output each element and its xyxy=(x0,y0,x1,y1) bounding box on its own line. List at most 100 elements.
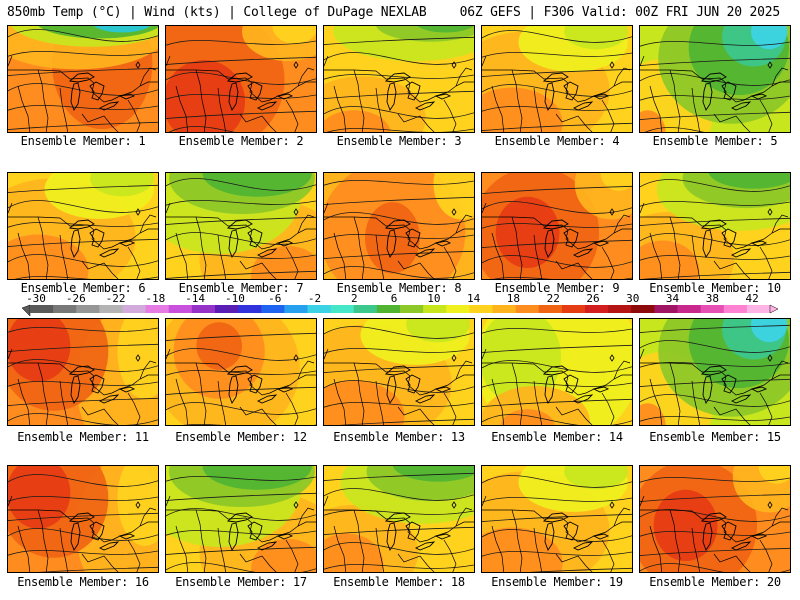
colorbar-min-arrow-icon xyxy=(21,304,31,317)
great-lake-outline xyxy=(256,394,278,404)
ensemble-panel xyxy=(323,465,475,573)
ensemble-member-label: Ensemble Member: 8 xyxy=(336,281,462,295)
height-contour-line xyxy=(166,402,316,415)
height-contour-line xyxy=(338,418,474,425)
height-contour-line xyxy=(324,196,474,205)
political-border xyxy=(640,55,681,132)
temperature-contour-band xyxy=(653,489,718,562)
height-contour-line xyxy=(166,56,316,65)
height-contour-line xyxy=(166,253,316,260)
political-border xyxy=(533,527,593,572)
temperature-contour-band xyxy=(708,173,790,189)
political-border xyxy=(127,360,157,425)
great-lake-outline xyxy=(542,219,569,230)
great-lake-outline xyxy=(89,374,105,394)
great-lake-outline xyxy=(542,72,569,83)
height-contour-line xyxy=(166,232,316,245)
height-contour-line xyxy=(482,398,632,407)
great-lake-outline xyxy=(89,81,105,101)
ensemble-panel xyxy=(639,25,791,133)
political-border xyxy=(166,495,207,572)
height-contour-line xyxy=(640,179,790,192)
height-contour-line xyxy=(324,52,474,65)
colorbar-swatch xyxy=(122,305,147,313)
great-lake-outline xyxy=(700,72,727,83)
great-lake-outline xyxy=(414,541,436,551)
great-lake-outline xyxy=(386,522,397,551)
political-border xyxy=(127,67,157,132)
height-contour-line xyxy=(482,30,632,43)
temperature-contour-band xyxy=(90,173,154,197)
great-lake-outline xyxy=(434,93,452,100)
height-contour-line xyxy=(482,475,632,488)
height-contour-line xyxy=(37,566,158,572)
ensemble-panel xyxy=(639,318,791,426)
great-lake-outline xyxy=(276,533,294,540)
political-border xyxy=(482,509,632,543)
political-border xyxy=(533,234,593,279)
great-lake-outline xyxy=(98,248,120,258)
ensemble-member-label: Ensemble Member: 4 xyxy=(494,134,620,148)
temperature-map xyxy=(640,26,790,132)
height-contour-line xyxy=(324,488,474,501)
station-marker-icon xyxy=(609,61,615,69)
colorbar-scale xyxy=(21,304,779,317)
height-contour-line xyxy=(324,233,474,240)
station-marker-icon xyxy=(767,208,773,216)
colorbar-swatch xyxy=(538,305,563,313)
colorbar-swatch xyxy=(30,305,54,313)
chart-title: 850mb Temp (°C) | Wind (kts) | College o… xyxy=(7,5,427,20)
ensemble-panel xyxy=(165,172,317,280)
temperature-contour-band xyxy=(8,466,71,529)
political-border xyxy=(59,380,119,425)
colorbar-tick-label: -6 xyxy=(268,292,282,305)
ensemble-member-label: Ensemble Member: 5 xyxy=(652,134,778,148)
temperature-map xyxy=(482,466,632,572)
height-contour-line xyxy=(8,50,158,57)
height-contour-line xyxy=(8,67,158,76)
colorbar-tick-label: 38 xyxy=(705,292,719,305)
great-lake-outline xyxy=(750,93,768,100)
height-contour-line xyxy=(640,361,790,368)
temperature-contour-band xyxy=(93,26,151,33)
height-contour-line xyxy=(324,347,474,354)
political-border xyxy=(217,234,277,279)
colorbar-swatch xyxy=(492,305,517,313)
political-border xyxy=(759,214,789,279)
great-lake-outline xyxy=(730,394,752,404)
great-lake-outline xyxy=(544,229,555,258)
station-marker-icon xyxy=(135,61,141,69)
great-lake-outline xyxy=(70,82,81,111)
great-lake-outline xyxy=(228,229,239,258)
height-contour-line xyxy=(482,344,632,353)
temperature-map xyxy=(324,319,474,425)
political-border xyxy=(324,362,474,396)
colorbar-tick-label: -30 xyxy=(26,292,46,305)
height-contour-line xyxy=(640,493,790,502)
colorbar-tick-label: -2 xyxy=(307,292,322,305)
political-border xyxy=(285,67,315,132)
political-border xyxy=(375,234,435,279)
temperature-map xyxy=(8,173,158,279)
ensemble-member-label: Ensemble Member: 20 xyxy=(649,575,781,589)
height-contour-line xyxy=(482,496,632,503)
political-border xyxy=(285,360,315,425)
temperature-contour-band xyxy=(750,319,788,343)
political-border xyxy=(166,69,316,103)
temperature-map xyxy=(166,26,316,132)
temperature-map xyxy=(324,173,474,279)
ensemble-panel xyxy=(323,25,475,133)
temperature-contour-band xyxy=(166,60,246,132)
great-lake-outline xyxy=(592,386,610,393)
political-border xyxy=(640,216,790,250)
height-contour-line xyxy=(482,51,632,58)
political-border xyxy=(375,380,435,425)
run-info: 06Z GEFS | F306 Valid: 00Z FRI JUN 20 20… xyxy=(459,5,781,20)
great-lake-outline xyxy=(118,533,136,540)
height-contour-line xyxy=(482,68,632,77)
station-marker-icon xyxy=(609,501,615,509)
temperature-contour-band xyxy=(272,26,316,44)
height-contour-line xyxy=(166,562,316,572)
temperature-contour-band xyxy=(640,110,666,132)
